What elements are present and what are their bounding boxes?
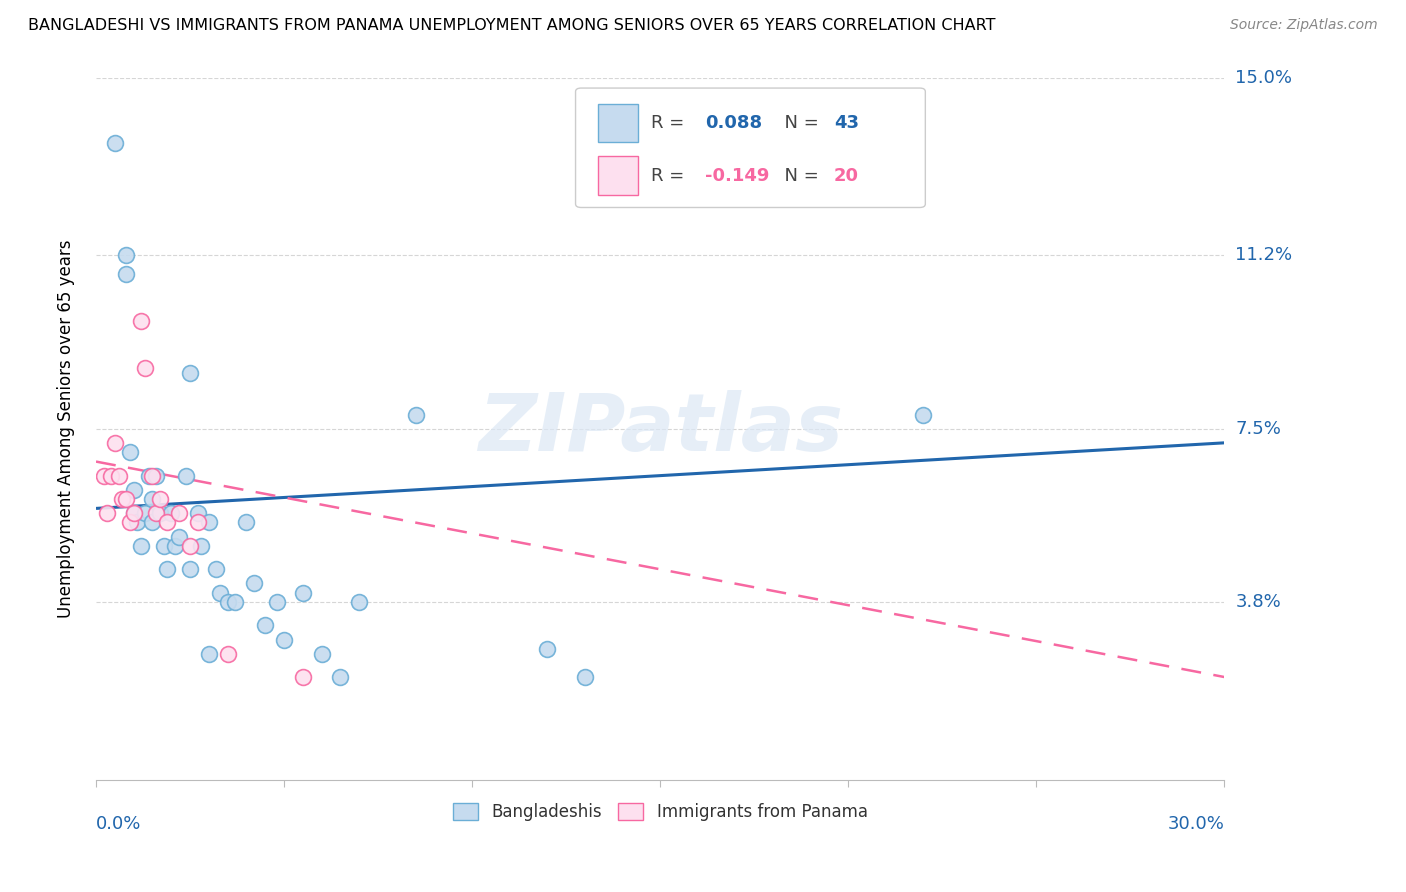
Point — [141, 468, 163, 483]
Bar — [598, 103, 637, 142]
Point — [156, 562, 179, 576]
Text: R =: R = — [651, 114, 690, 132]
Point — [115, 267, 138, 281]
Point — [104, 136, 127, 150]
Text: R =: R = — [651, 167, 690, 185]
Point — [198, 647, 221, 661]
Legend: Bangladeshis, Immigrants from Panama: Bangladeshis, Immigrants from Panama — [446, 797, 875, 828]
Point — [329, 670, 352, 684]
Point — [122, 506, 145, 520]
Text: 11.2%: 11.2% — [1236, 246, 1292, 265]
Text: 15.0%: 15.0% — [1236, 69, 1292, 87]
Point — [266, 595, 288, 609]
Text: ZIPatlas: ZIPatlas — [478, 390, 842, 467]
Point — [349, 595, 371, 609]
Text: N =: N = — [773, 114, 824, 132]
Text: 30.0%: 30.0% — [1167, 815, 1225, 833]
Point — [156, 516, 179, 530]
Point — [149, 491, 172, 506]
Point — [160, 506, 183, 520]
Point — [291, 585, 314, 599]
Text: 43: 43 — [834, 114, 859, 132]
Point — [217, 647, 239, 661]
Point — [104, 435, 127, 450]
Text: BANGLADESHI VS IMMIGRANTS FROM PANAMA UNEMPLOYMENT AMONG SENIORS OVER 65 YEARS C: BANGLADESHI VS IMMIGRANTS FROM PANAMA UN… — [28, 18, 995, 33]
Point — [167, 506, 190, 520]
Point — [187, 506, 209, 520]
Point — [134, 506, 156, 520]
Point — [93, 468, 115, 483]
Point — [311, 647, 333, 661]
FancyBboxPatch shape — [575, 88, 925, 208]
Point — [205, 562, 228, 576]
Point — [574, 670, 596, 684]
Point — [235, 516, 257, 530]
Point — [141, 516, 163, 530]
Point — [141, 491, 163, 506]
Point — [145, 468, 167, 483]
Text: N =: N = — [773, 167, 824, 185]
Point — [118, 445, 141, 459]
Point — [187, 516, 209, 530]
Text: -0.149: -0.149 — [706, 167, 769, 185]
Point — [145, 506, 167, 520]
Point — [96, 506, 118, 520]
Point — [115, 491, 138, 506]
Bar — [598, 156, 637, 195]
Y-axis label: Unemployment Among Seniors over 65 years: Unemployment Among Seniors over 65 years — [58, 240, 75, 618]
Point — [134, 360, 156, 375]
Point — [122, 506, 145, 520]
Point — [149, 506, 172, 520]
Point — [115, 248, 138, 262]
Point — [167, 529, 190, 543]
Point — [138, 468, 160, 483]
Point — [111, 491, 134, 506]
Text: Source: ZipAtlas.com: Source: ZipAtlas.com — [1230, 18, 1378, 32]
Point — [174, 468, 197, 483]
Point — [405, 408, 427, 422]
Text: 0.0%: 0.0% — [96, 815, 142, 833]
Point — [291, 670, 314, 684]
Point — [127, 516, 149, 530]
Point — [129, 314, 152, 328]
Text: 3.8%: 3.8% — [1236, 593, 1281, 611]
Text: 7.5%: 7.5% — [1236, 420, 1281, 438]
Point — [179, 539, 201, 553]
Point — [273, 632, 295, 647]
Point — [190, 539, 212, 553]
Point — [254, 618, 277, 632]
Point — [224, 595, 246, 609]
Point — [217, 595, 239, 609]
Text: 20: 20 — [834, 167, 859, 185]
Point — [209, 585, 232, 599]
Text: 0.088: 0.088 — [706, 114, 762, 132]
Point — [122, 483, 145, 497]
Point — [118, 516, 141, 530]
Point — [179, 562, 201, 576]
Point — [100, 468, 122, 483]
Point — [163, 539, 186, 553]
Point — [179, 366, 201, 380]
Point — [198, 516, 221, 530]
Point — [152, 539, 174, 553]
Point — [912, 408, 935, 422]
Point — [107, 468, 129, 483]
Point — [243, 576, 266, 591]
Point — [536, 641, 558, 656]
Point — [129, 539, 152, 553]
